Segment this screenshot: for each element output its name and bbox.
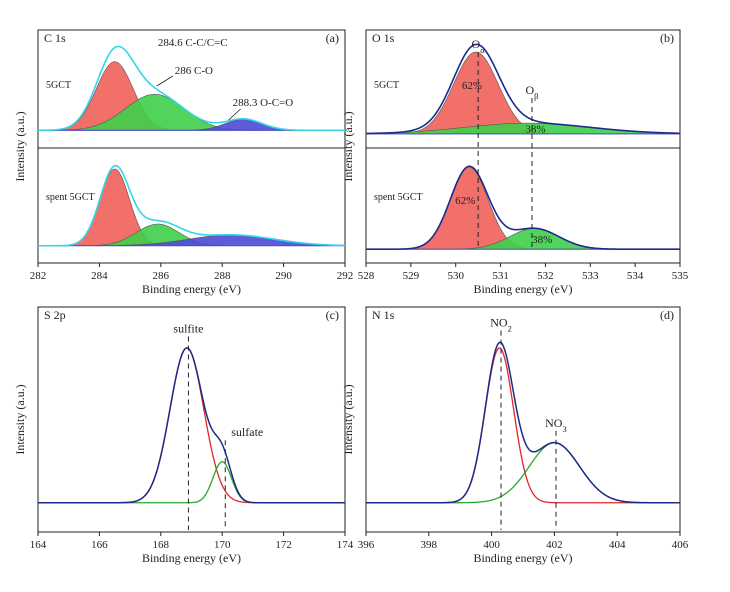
panel-3-frame bbox=[37, 306, 346, 533]
panel-3-x-tick-label: 168 bbox=[153, 539, 170, 551]
panel-4-x-axis-label: Binding energy (eV) bbox=[473, 551, 572, 565]
panel-2-panel-letter: (b) bbox=[660, 31, 674, 45]
panel-4-frame bbox=[365, 306, 681, 533]
panel-3-x-tick-label: 164 bbox=[30, 539, 47, 551]
panel-4-series-envelope bbox=[366, 341, 680, 504]
panel-1-x-tick-label: 284 bbox=[91, 270, 108, 282]
panel-1-x-tick-label: 282 bbox=[30, 270, 47, 282]
panel-1-top-sample-label: 5GCT bbox=[46, 80, 71, 91]
panel-4-element-label: N 1s bbox=[372, 308, 395, 322]
panel-1-bottom-envelope-line bbox=[38, 164, 346, 247]
panel-1-element-label: C 1s bbox=[44, 31, 66, 45]
panel-2-top-component-1 bbox=[366, 51, 680, 135]
panel-3-reference-label: sulfate bbox=[231, 425, 263, 439]
panel-2-x-tick-label: 534 bbox=[627, 270, 644, 282]
panel-1-y-axis-label: Intensity (a.u.) bbox=[13, 111, 27, 181]
panel-3-x-axis-label: Binding energy (eV) bbox=[142, 551, 241, 565]
panel-1-top-annotation-arrow bbox=[156, 75, 174, 87]
panel-1-top-peak-annotation: 284.6 C-C/C=C bbox=[158, 37, 228, 49]
panel-1-x-tick-label: 290 bbox=[275, 270, 292, 282]
panel-2-x-tick-label: 529 bbox=[403, 270, 420, 282]
panel-3-x-tick-label: 166 bbox=[91, 539, 108, 551]
panel-4-x-tick-label: 398 bbox=[421, 539, 438, 551]
panel-4-x-tick-label: 396 bbox=[358, 539, 375, 551]
panel-2-y-axis-label: Intensity (a.u.) bbox=[341, 111, 355, 181]
panel-1-panel-letter: (a) bbox=[326, 31, 339, 45]
panel-4-panel-letter: (d) bbox=[660, 308, 674, 322]
panel-3-series-sulfite bbox=[38, 347, 345, 504]
panel-4-reference-label: NO2 bbox=[490, 316, 512, 334]
panel-3-element-label: S 2p bbox=[44, 308, 66, 322]
panel-3-series-sulfate bbox=[38, 461, 345, 504]
panel-2-x-tick-label: 531 bbox=[492, 270, 509, 282]
panel-2-x-axis-label: Binding energy (eV) bbox=[473, 282, 572, 296]
panel-3-series-envelope bbox=[38, 347, 345, 504]
panel-2-x-tick-label: 532 bbox=[537, 270, 554, 282]
panel-2-bottom-envelope-line bbox=[366, 165, 680, 250]
panel-1-x-tick-label: 292 bbox=[337, 270, 354, 282]
panel-4-series-NO2 bbox=[366, 347, 680, 504]
panel-4-x-tick-label: 404 bbox=[609, 539, 626, 551]
panel-4-y-axis-label: Intensity (a.u.) bbox=[341, 384, 355, 454]
panel-4-x-tick-label: 406 bbox=[672, 539, 689, 551]
panel-2-x-tick-label: 535 bbox=[672, 270, 689, 282]
panel-2-x-tick-label: 528 bbox=[358, 270, 375, 282]
panel-1-bottom-sample-label: spent 5GCT bbox=[46, 192, 95, 203]
panel-4-reference-label: NO3 bbox=[545, 416, 567, 434]
panel-2-element-label: O 1s bbox=[372, 31, 395, 45]
panel-2-x-tick-label: 533 bbox=[582, 270, 599, 282]
panel-2-bottom-component-2 bbox=[366, 228, 680, 250]
panel-1-bottom-component-1 bbox=[38, 168, 345, 247]
panel-3-panel-letter: (c) bbox=[326, 308, 339, 322]
panel-2-top-component-label: 62% bbox=[462, 80, 482, 92]
panel-1-top-peak-annotation: 286 C-O bbox=[175, 65, 213, 77]
panel-2-x-tick-label: 530 bbox=[447, 270, 464, 282]
panel-3-x-tick-label: 174 bbox=[337, 539, 354, 551]
panel-2-top-component-label: 38% bbox=[525, 124, 545, 136]
panel-2-bottom-sample-label: spent 5GCT bbox=[374, 192, 423, 203]
panel-2-top-sample-label: 5GCT bbox=[374, 80, 399, 91]
panel-3-x-tick-label: 170 bbox=[214, 539, 231, 551]
panel-1-x-tick-label: 288 bbox=[214, 270, 231, 282]
panel-2-frame bbox=[365, 29, 681, 264]
panel-1-top-annotation-arrow bbox=[228, 108, 241, 121]
panel-2-top-envelope-line bbox=[365, 43, 681, 135]
panel-3-x-tick-label: 172 bbox=[275, 539, 292, 551]
panel-1-top-peak-annotation: 288.3 O-C=O bbox=[233, 97, 294, 109]
panel-2-bottom-component-label: 38% bbox=[532, 234, 552, 246]
panel-1-top-envelope-line bbox=[37, 45, 345, 132]
panel-4-series-NO3 bbox=[366, 442, 680, 504]
panel-1-x-tick-label: 286 bbox=[153, 270, 170, 282]
panel-1-frame bbox=[37, 29, 346, 264]
panel-1-x-axis-label: Binding energy (eV) bbox=[142, 282, 241, 296]
panel-3-reference-label: sulfite bbox=[173, 322, 203, 336]
panel-2-bottom-component-label: 62% bbox=[455, 195, 475, 207]
panel-4-x-tick-label: 402 bbox=[546, 539, 563, 551]
panel-2-top-component-2 bbox=[365, 122, 681, 135]
panel-3-y-axis-label: Intensity (a.u.) bbox=[13, 384, 27, 454]
panel-4-x-tick-label: 400 bbox=[483, 539, 500, 551]
